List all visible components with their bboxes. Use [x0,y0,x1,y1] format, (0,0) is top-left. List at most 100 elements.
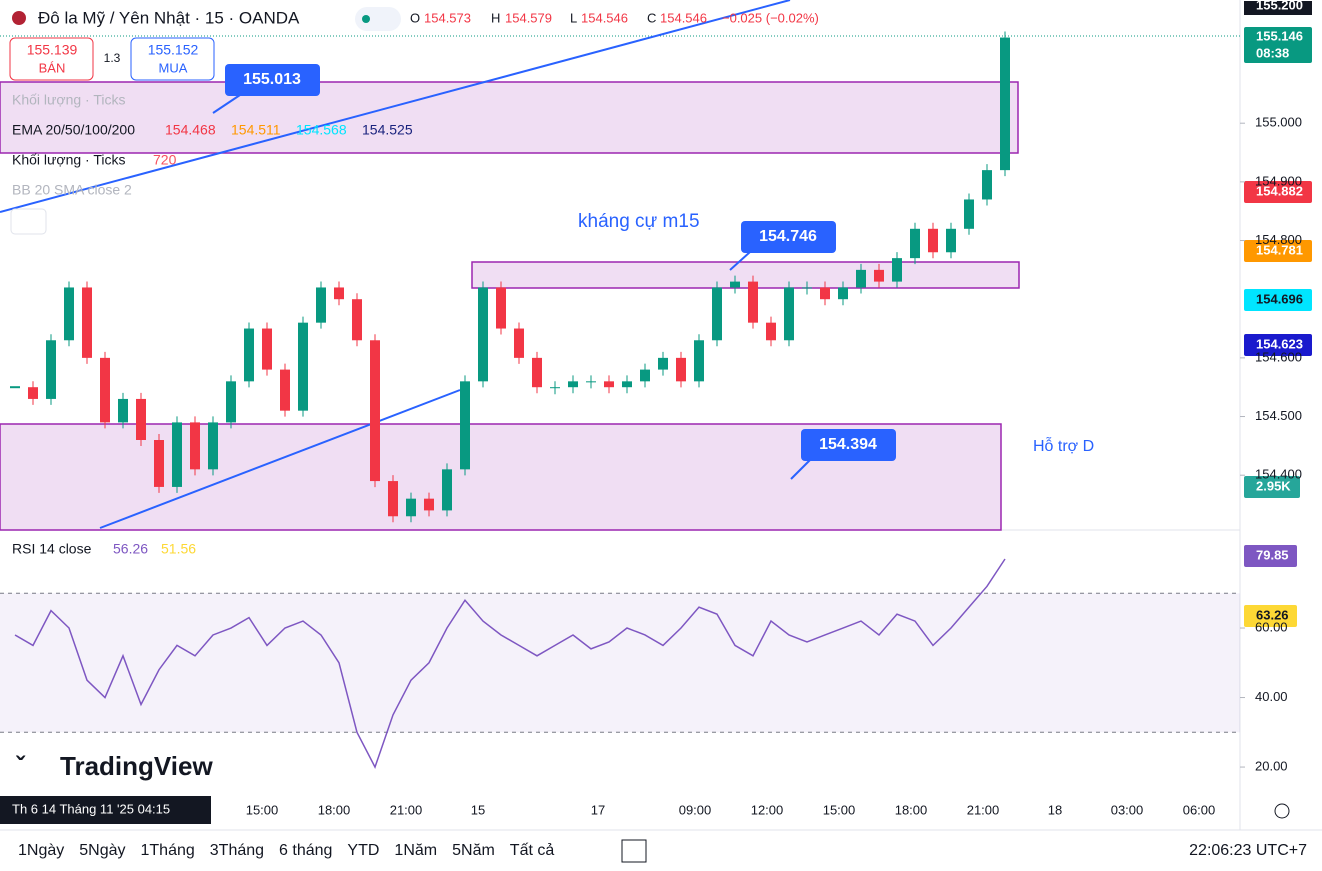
cursor-date-box [0,796,211,824]
sell-button[interactable] [9,37,94,81]
callout-label: 154.746 [759,228,817,245]
price-badge [1244,1,1312,15]
candle [118,398,128,423]
candle [64,287,74,341]
x-tick-label: 21:00 [390,802,423,817]
ohlc-label: O [410,10,420,25]
indicator-value: 720 [153,152,177,168]
brand-logo: ˇ [16,751,26,781]
period-button[interactable]: 1Tháng [141,842,195,859]
ohlc-value: 154.579 [505,10,552,25]
x-tick-label: 18:00 [318,802,351,817]
spread: 1.3 [104,51,121,65]
x-tick-label: 21:00 [967,802,1000,817]
candle [100,357,110,423]
callout [801,429,896,461]
ohlc-value: 154.546 [660,10,707,25]
x-tick-label: 18 [1048,802,1062,817]
trend-line [0,0,791,213]
symbol-title: Đô la Mỹ / Yên Nhật · 15 · OANDA [38,8,300,27]
buy-label: MUA [159,60,188,75]
indicator-value: 154.525 [362,122,413,138]
candle [478,287,488,382]
indicator-name: Khối lượng · Ticks [12,152,125,168]
candle [226,381,236,423]
price-badge [1244,181,1312,203]
date-range-icon[interactable] [621,839,647,863]
candle [208,422,218,470]
period-button[interactable]: 6 tháng [279,842,332,859]
candle [946,228,956,253]
indicator-value: 56.26 [113,541,148,557]
candle [316,287,326,323]
period-button[interactable]: 5Ngày [79,842,125,859]
ohlc-label: H [491,10,500,25]
candle [838,287,848,300]
x-tick-label: 09:00 [679,802,712,817]
candle [82,287,92,358]
rsi-band [0,593,1240,733]
indicator-value: 154.511 [231,122,281,138]
x-tick-label: 17 [591,802,605,817]
badge-text: 154.696 [1256,291,1303,306]
candle [352,299,362,341]
price-badge [1244,289,1312,311]
candle [730,281,740,288]
candle [766,322,776,341]
trend-line [99,389,461,529]
x-tick-label: 15 [471,802,485,817]
period-button[interactable]: 5Năm [452,842,495,859]
candle [190,422,200,470]
period-button[interactable]: 1Năm [394,842,437,859]
candle [154,440,164,487]
callout-pointer [212,94,241,114]
candle [298,322,308,411]
period-button[interactable]: YTD [347,842,379,859]
period-button[interactable]: 3Tháng [210,842,264,859]
x-tick-label: 03:00 [1111,802,1144,817]
cursor-date: Th 6 14 Tháng 11 '25 04:15 [12,801,170,816]
period-button[interactable]: 1Ngày [18,842,64,859]
collapse-button[interactable] [10,208,47,235]
y-tick-label: 20.00 [1255,758,1288,773]
price-badge [1244,27,1312,63]
sell-label: BÁN [39,60,66,75]
annotation: Hỗ trợ D [1033,436,1094,455]
candle [280,369,290,411]
y-tick-label: 154.800 [1255,232,1302,247]
status-pill[interactable] [355,7,401,31]
indicator-name: EMA 20/50/100/200 [12,122,135,138]
period-button[interactable]: Tất cả [510,842,555,859]
candle [910,228,920,259]
indicator-value: 51.56 [161,541,196,557]
candle [586,381,596,383]
settings-icon[interactable] [1274,803,1290,819]
candle [712,287,722,341]
candle [388,481,398,517]
indicator-name: BB 20 SMA close 2 [12,182,132,198]
ohlc-label: L [570,10,577,25]
volume-badge [1244,476,1300,498]
callout-label: 155.013 [243,71,301,88]
clock: 22:06:23 UTC+7 [1189,842,1307,859]
candle [550,387,560,389]
y-tick-label: 60.00 [1255,619,1288,634]
candle [406,498,416,517]
buy-button[interactable] [130,37,215,81]
badge-text: 08:38 [1256,45,1289,60]
candle [928,228,938,253]
x-tick-label: 15:00 [246,802,279,817]
callout [741,221,836,253]
ohlc-value: 154.573 [424,10,471,25]
badge-text: 155.200 [1256,0,1303,12]
candle [856,269,866,288]
y-tick-label: 154.500 [1255,408,1302,423]
callout [225,64,320,96]
rsi-badge [1244,545,1297,567]
y-tick-label: 154.400 [1255,467,1302,482]
candle [892,258,902,282]
badge-text: 154.781 [1256,242,1303,257]
y-tick-label: 40.00 [1255,689,1288,704]
candle [496,287,506,329]
